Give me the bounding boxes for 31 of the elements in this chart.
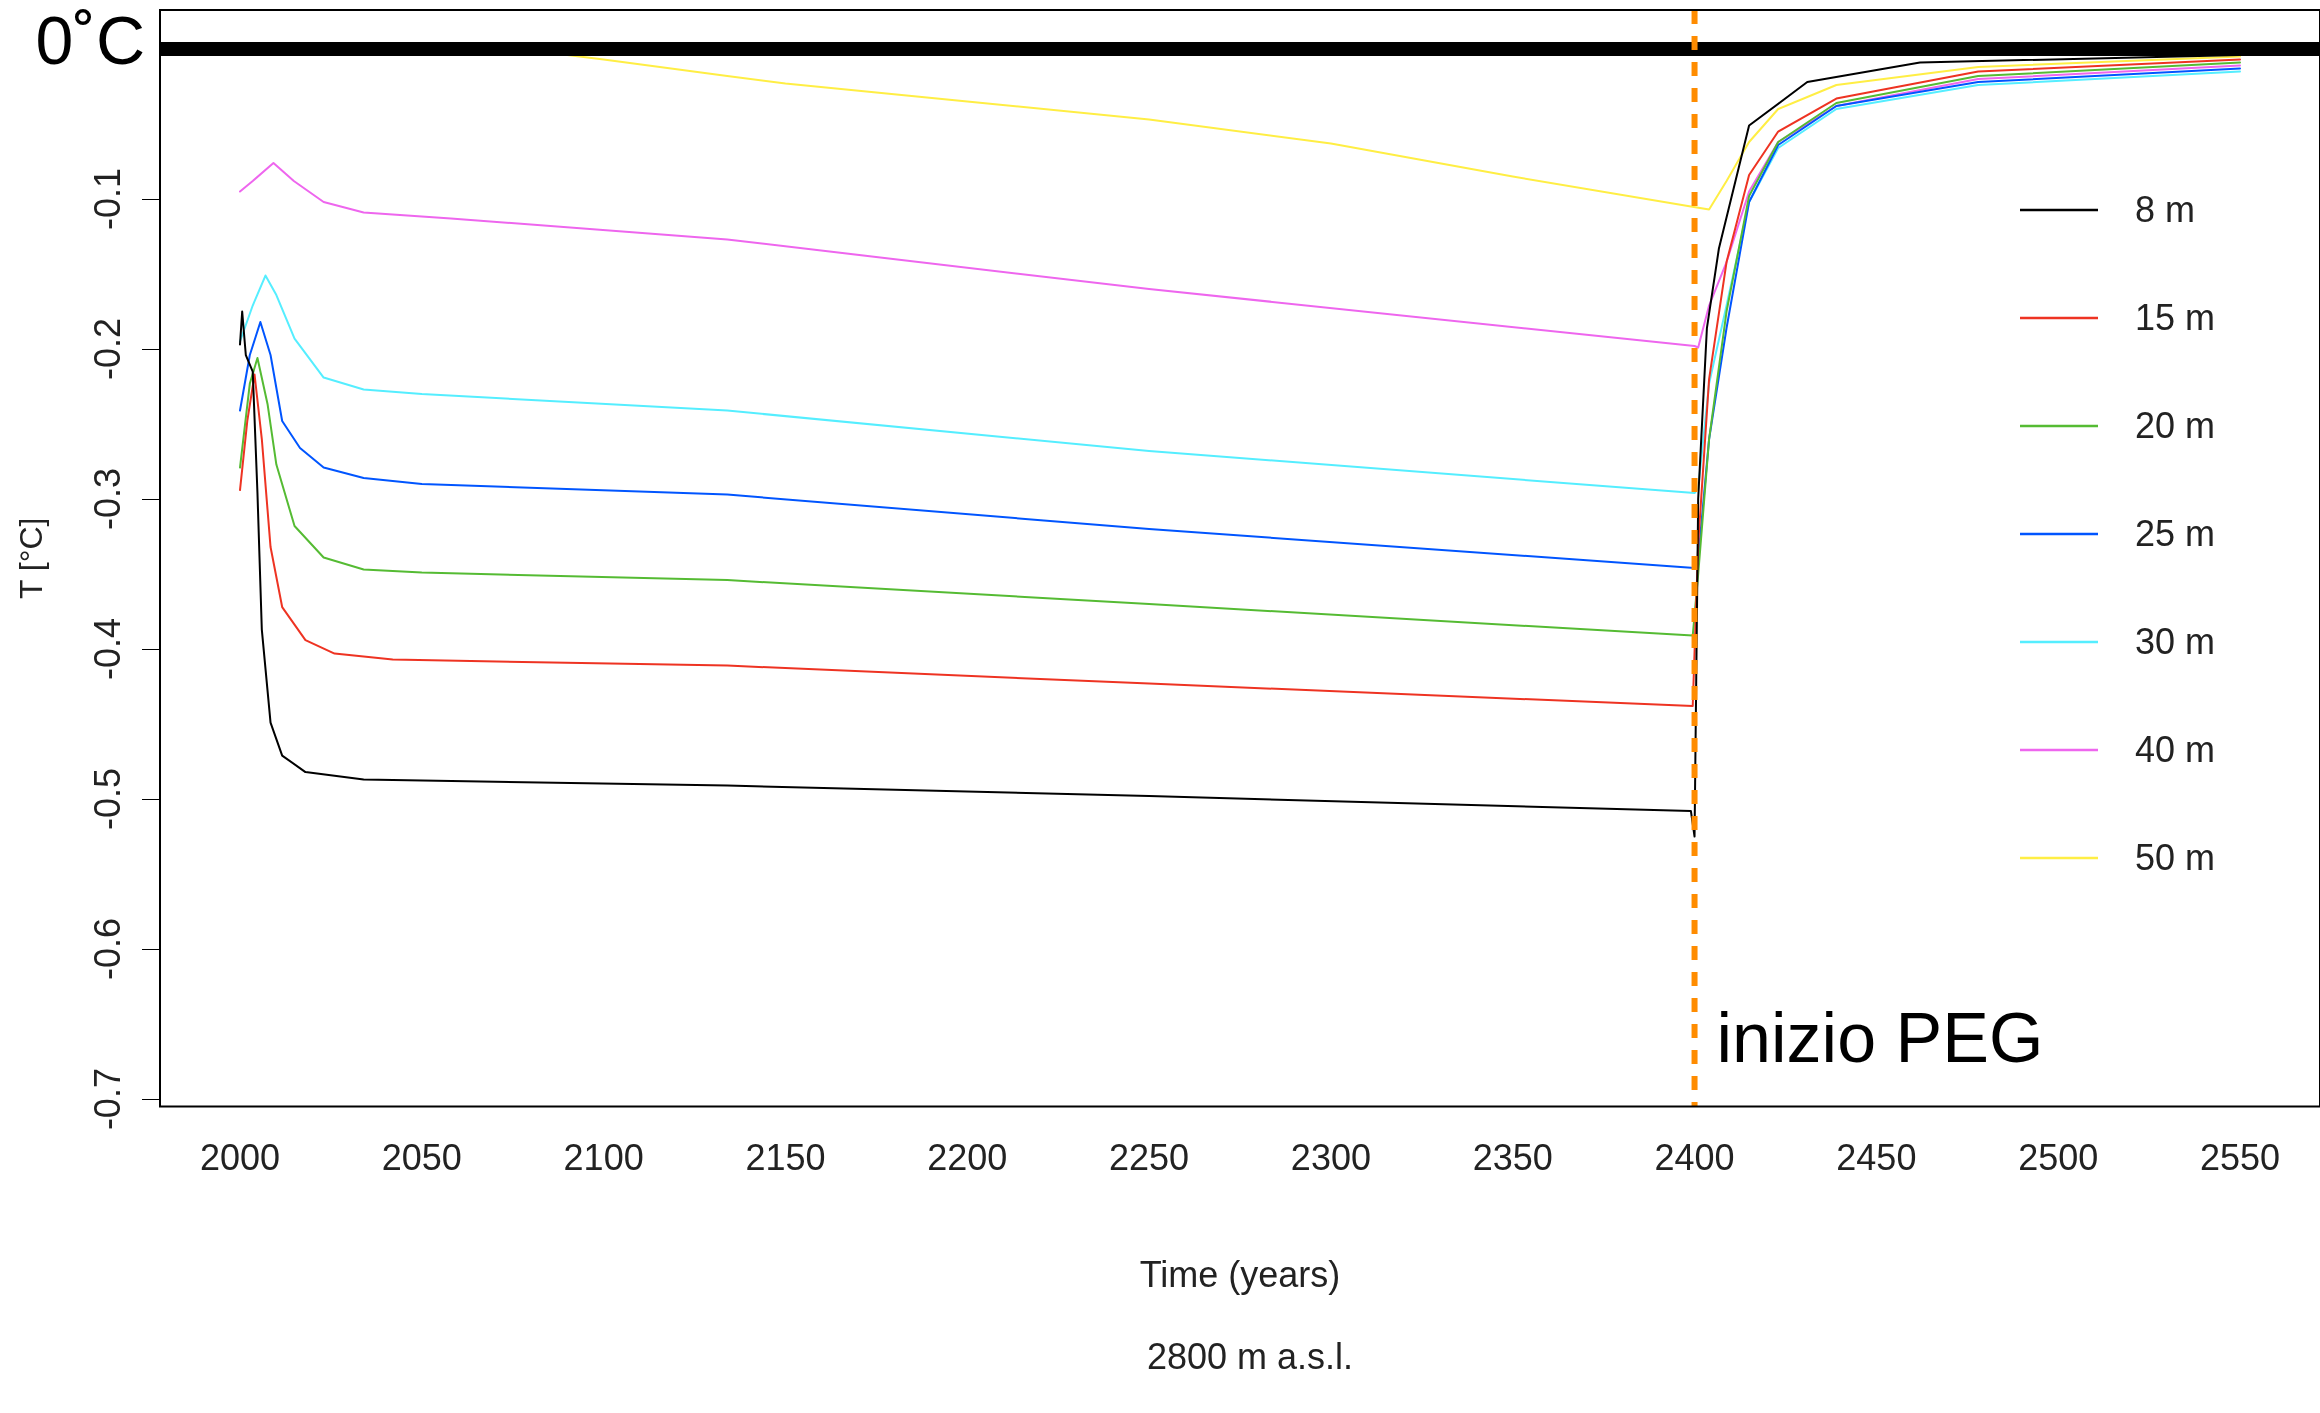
y-tick-label: -0.3 (86, 468, 128, 531)
y-axis-title: T [°C] (13, 517, 50, 600)
y-tick-label: -0.2 (86, 318, 128, 381)
x-tick-label: 2400 (1654, 1137, 1735, 1179)
x-tick-label: 2450 (1836, 1137, 1917, 1179)
x-tick-label: 2050 (381, 1137, 462, 1179)
legend-label: 25 m (2135, 512, 2216, 554)
ref-line-label: inizio PEG (1716, 998, 2044, 1077)
y-tick-label: -0.4 (86, 618, 128, 681)
legend-label: 40 m (2135, 728, 2216, 770)
y-tick-label: -0.1 (86, 167, 128, 231)
x-tick-label: 2300 (1290, 1137, 1371, 1179)
text: 2800 m a.s.l. (1146, 1335, 1354, 1377)
x-tick-label: 2000 (199, 1137, 281, 1179)
x-tick-label: 2350 (1472, 1137, 1553, 1179)
y-tick-label: -0.5 (86, 768, 128, 831)
y-tick-label: -0.7 (86, 1068, 128, 1131)
legend-label: 8 m (2135, 188, 2196, 230)
legend-label: 20 m (2135, 404, 2216, 446)
ref-line-label: 0˚C (35, 1, 145, 78)
y-tick-label: -0.6 (86, 918, 128, 981)
x-tick-label: 2200 (927, 1137, 1008, 1179)
x-tick-label: 2100 (563, 1137, 644, 1179)
x-tick-label: 2550 (2199, 1137, 2281, 1179)
x-axis-title: Time (years) (1139, 1254, 1341, 1296)
legend-label: 15 m (2135, 296, 2216, 338)
legend-label: 50 m (2135, 836, 2216, 878)
legend-label: 30 m (2135, 620, 2216, 662)
x-tick-label: 2250 (1109, 1137, 1190, 1179)
x-tick-label: 2500 (2018, 1137, 2099, 1179)
x-tick-label: 2150 (745, 1137, 826, 1179)
